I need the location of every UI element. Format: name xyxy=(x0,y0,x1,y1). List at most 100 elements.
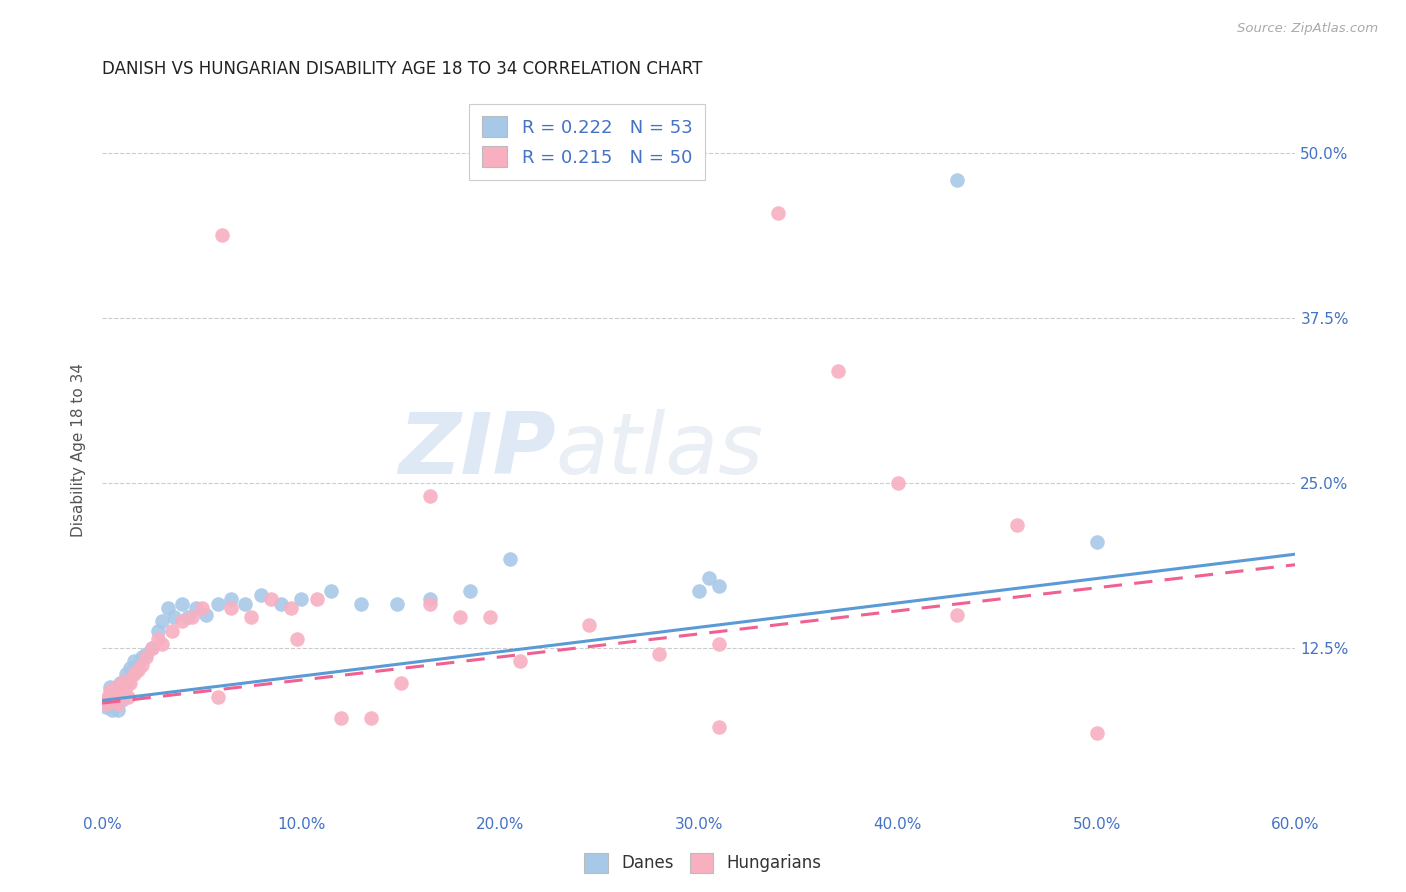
Point xyxy=(250,588,273,602)
Point xyxy=(115,667,138,681)
Point xyxy=(150,615,173,629)
Point xyxy=(707,720,730,734)
Point xyxy=(105,692,128,706)
Point xyxy=(389,676,412,690)
Point xyxy=(177,610,200,624)
Point xyxy=(329,711,352,725)
Point xyxy=(146,624,169,638)
Point xyxy=(285,632,308,646)
Point xyxy=(221,601,243,615)
Point xyxy=(946,173,969,187)
Point xyxy=(108,684,131,698)
Point xyxy=(385,597,408,611)
Point xyxy=(235,597,257,611)
Text: ZIP: ZIP xyxy=(398,409,555,491)
Point xyxy=(135,648,157,662)
Point xyxy=(280,601,302,615)
Point xyxy=(946,607,969,622)
Point xyxy=(131,650,153,665)
Point xyxy=(135,650,157,665)
Point xyxy=(1005,518,1028,533)
Point xyxy=(156,601,179,615)
Point xyxy=(97,690,120,704)
Point xyxy=(127,657,149,672)
Point xyxy=(221,592,243,607)
Point xyxy=(305,592,328,607)
Text: atlas: atlas xyxy=(555,409,763,491)
Point xyxy=(141,640,163,655)
Y-axis label: Disability Age 18 to 34: Disability Age 18 to 34 xyxy=(72,363,86,537)
Point xyxy=(141,640,163,655)
Point xyxy=(707,579,730,593)
Point xyxy=(1085,726,1108,740)
Point xyxy=(131,657,153,672)
Point xyxy=(117,690,139,704)
Point xyxy=(103,698,125,712)
Point xyxy=(360,711,382,725)
Point xyxy=(98,681,121,695)
Point xyxy=(103,687,125,701)
Point xyxy=(112,687,135,701)
Point xyxy=(96,698,118,712)
Point xyxy=(419,592,441,607)
Point xyxy=(290,592,312,607)
Point xyxy=(211,228,233,243)
Point xyxy=(697,571,720,585)
Point xyxy=(111,681,134,695)
Point xyxy=(97,693,120,707)
Point xyxy=(350,597,373,611)
Point xyxy=(270,597,292,611)
Point xyxy=(121,667,143,681)
Point xyxy=(170,597,193,611)
Point xyxy=(509,654,531,668)
Point xyxy=(105,681,128,695)
Point xyxy=(190,601,212,615)
Point xyxy=(240,610,263,624)
Point xyxy=(449,610,471,624)
Point xyxy=(419,489,441,503)
Point xyxy=(101,690,124,704)
Point xyxy=(105,681,128,695)
Point xyxy=(180,610,202,624)
Point xyxy=(96,700,118,714)
Point xyxy=(184,601,207,615)
Point xyxy=(112,673,135,688)
Point xyxy=(127,663,149,677)
Point xyxy=(111,693,134,707)
Point xyxy=(107,703,129,717)
Point xyxy=(115,681,138,695)
Point xyxy=(150,637,173,651)
Point xyxy=(163,610,186,624)
Text: Source: ZipAtlas.com: Source: ZipAtlas.com xyxy=(1237,22,1378,36)
Point xyxy=(108,676,131,690)
Point xyxy=(768,205,790,219)
Point xyxy=(112,673,135,688)
Point xyxy=(118,660,141,674)
Point xyxy=(125,663,148,677)
Point xyxy=(146,632,169,646)
Point xyxy=(479,610,502,624)
Point xyxy=(101,703,124,717)
Legend: Danes, Hungarians: Danes, Hungarians xyxy=(578,847,828,880)
Point xyxy=(160,624,183,638)
Point xyxy=(260,592,283,607)
Point xyxy=(170,615,193,629)
Legend: R = 0.222   N = 53, R = 0.215   N = 50: R = 0.222 N = 53, R = 0.215 N = 50 xyxy=(470,103,704,180)
Text: DANISH VS HUNGARIAN DISABILITY AGE 18 TO 34 CORRELATION CHART: DANISH VS HUNGARIAN DISABILITY AGE 18 TO… xyxy=(103,60,703,78)
Point xyxy=(827,364,849,378)
Point xyxy=(194,607,217,622)
Point xyxy=(122,667,145,681)
Point xyxy=(207,690,229,704)
Point xyxy=(118,676,141,690)
Point xyxy=(107,690,129,704)
Point xyxy=(688,584,710,599)
Point xyxy=(886,475,908,490)
Point xyxy=(117,676,139,690)
Point xyxy=(122,654,145,668)
Point xyxy=(499,552,522,566)
Point xyxy=(707,637,730,651)
Point xyxy=(98,684,121,698)
Point xyxy=(101,693,124,707)
Point xyxy=(578,618,600,632)
Point xyxy=(111,681,134,695)
